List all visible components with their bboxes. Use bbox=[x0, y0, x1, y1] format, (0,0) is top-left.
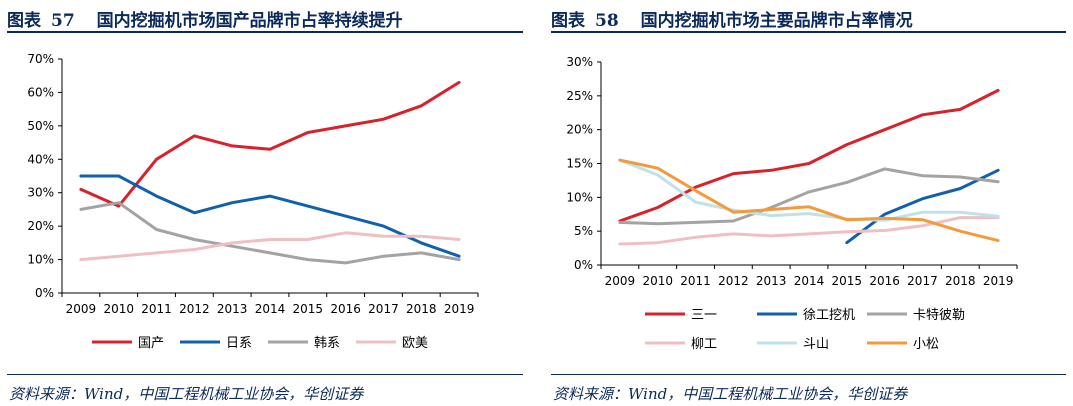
right-x-tick-label: 2011 bbox=[680, 274, 711, 288]
right-legend-label-4: 斗山 bbox=[803, 337, 829, 352]
left-title-rule bbox=[7, 31, 523, 33]
left-x-tick-label: 2016 bbox=[330, 302, 361, 316]
left-title: 图表 57 国内挖掘机市场国产品牌市占率持续提升 bbox=[7, 11, 403, 31]
right-source: 资料来源：Wind，中国工程机械工业协会，华创证券 bbox=[553, 385, 908, 403]
left-x-tick-label: 2018 bbox=[406, 302, 437, 316]
right-series-line-1 bbox=[845, 168, 1000, 245]
left-x-tick-label: 2019 bbox=[444, 302, 475, 316]
left-legend-label-1: 日系 bbox=[226, 336, 252, 351]
left-series-line-1 bbox=[79, 174, 461, 258]
left-x-tick-label: 2011 bbox=[141, 302, 172, 316]
right-source-rule bbox=[551, 374, 1066, 375]
right-legend-label-1: 徐工挖机 bbox=[803, 308, 855, 323]
left-source: 资料来源：Wind，中国工程机械工业协会，华创证券 bbox=[9, 385, 364, 403]
right-y-tick-label: 10% bbox=[566, 190, 593, 204]
left-x-tick-label: 2010 bbox=[103, 302, 134, 316]
right-series-line-2 bbox=[618, 167, 1000, 226]
right-y-tick-label: 15% bbox=[566, 157, 593, 171]
right-y-tick-label: 5% bbox=[574, 224, 593, 238]
left-legend-label-0: 国产 bbox=[138, 336, 164, 351]
left-x-tick-label: 2015 bbox=[293, 302, 324, 316]
left-y-tick-label: 50% bbox=[27, 119, 54, 133]
left-x-tick-label: 2009 bbox=[66, 302, 97, 316]
left-x-tick-label: 2012 bbox=[179, 302, 210, 316]
right-x-tick-label: 2017 bbox=[907, 274, 938, 288]
left-source-rule bbox=[7, 374, 523, 375]
right-x-tick-label: 2015 bbox=[832, 274, 863, 288]
left-legend: 国产 日系 韩系 欧美 bbox=[92, 336, 428, 351]
right-series-line-5 bbox=[618, 158, 1000, 243]
right-title: 图表 58 国内挖掘机市场主要品牌市占率情况 bbox=[551, 11, 913, 31]
right-y-tick-label: 0% bbox=[574, 258, 593, 272]
left-y-tick-label: 40% bbox=[27, 152, 54, 166]
right-series-line-0 bbox=[618, 88, 1000, 223]
right-x-tick-label: 2016 bbox=[869, 274, 900, 288]
left-y-tick-label: 0% bbox=[35, 286, 54, 300]
right-x-tick-label: 2013 bbox=[756, 274, 787, 288]
right-x-tick-label: 2010 bbox=[642, 274, 673, 288]
right-x-tick-label: 2009 bbox=[605, 274, 636, 288]
left-series-line-3 bbox=[79, 231, 461, 262]
left-series-line-2 bbox=[79, 201, 461, 265]
left-y-tick-label: 10% bbox=[27, 253, 54, 267]
right-y-tick-label: 30% bbox=[566, 55, 593, 69]
left-x-tick-label: 2014 bbox=[255, 302, 286, 316]
right-y-tick-label: 25% bbox=[566, 89, 593, 103]
right-x-tick-label: 2018 bbox=[945, 274, 976, 288]
left-legend-label-2: 韩系 bbox=[314, 336, 340, 351]
right-legend-label-2: 卡特彼勒 bbox=[913, 308, 965, 323]
right-y-tick-label: 20% bbox=[566, 123, 593, 137]
left-y-tick-label: 60% bbox=[27, 85, 54, 99]
right-x-tick-label: 2014 bbox=[794, 274, 825, 288]
right-x-tick-label: 2012 bbox=[718, 274, 749, 288]
right-chart: 0% 5% 10% 15% 20% 25% 30% 2009 2010 2011 2012 2013 2… bbox=[566, 55, 1018, 352]
left-y-tick-label: 20% bbox=[27, 219, 54, 233]
left-legend-label-3: 欧美 bbox=[402, 336, 428, 351]
left-y-tick-label: 70% bbox=[27, 52, 54, 66]
left-x-tick-label: 2013 bbox=[217, 302, 248, 316]
left-x-tick-label: 2017 bbox=[368, 302, 399, 316]
left-y-tick-label: 30% bbox=[27, 186, 54, 200]
left-series-line-0 bbox=[79, 80, 461, 208]
right-legend-label-0: 三一 bbox=[691, 308, 717, 323]
right-legend-label-3: 柳工 bbox=[691, 337, 717, 352]
left-chart: 0% 10% 20% 30% 40% 50% 60% 70% 2009 2010 2011 2012 2… bbox=[27, 52, 479, 351]
right-series-line-4 bbox=[618, 158, 1000, 222]
right-x-tick-label: 2019 bbox=[983, 274, 1014, 288]
right-title-rule bbox=[551, 31, 1066, 33]
right-legend-label-5: 小松 bbox=[913, 337, 939, 352]
